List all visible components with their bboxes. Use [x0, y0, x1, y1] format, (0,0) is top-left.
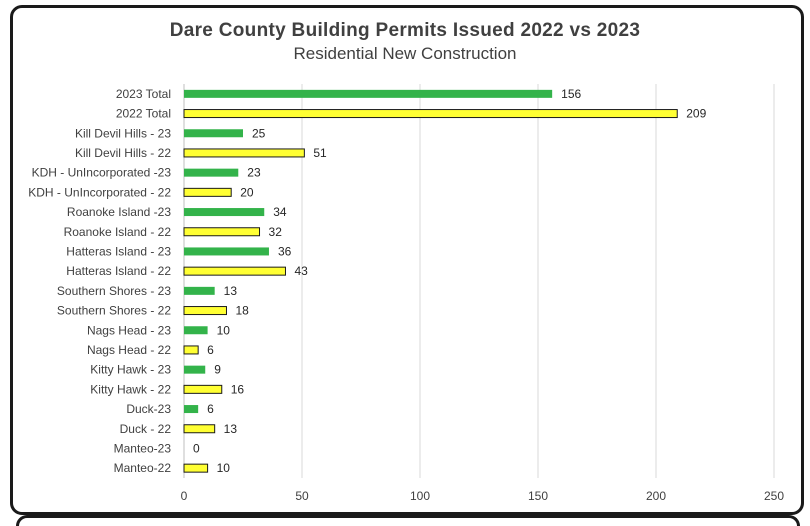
data-label: 36: [278, 244, 292, 258]
data-label: 23: [247, 166, 261, 180]
bar: [183, 345, 199, 355]
data-label: 32: [269, 225, 283, 239]
bar: [184, 365, 206, 374]
bar: [183, 148, 305, 158]
bar: [183, 463, 209, 473]
bar: [183, 306, 227, 316]
data-label: 16: [231, 382, 245, 396]
x-tick-label: 100: [410, 489, 430, 503]
bar: [184, 129, 243, 138]
x-tick-label: 200: [646, 489, 666, 503]
bar: [183, 227, 261, 237]
data-label: 9: [214, 363, 221, 377]
data-label: 43: [294, 264, 308, 278]
category-label: Kill Devil Hills - 22: [75, 146, 171, 160]
category-label: Manteo-22: [114, 461, 172, 475]
data-label: 13: [224, 284, 238, 298]
category-label: Southern Shores - 23: [57, 284, 171, 298]
data-label: 25: [252, 126, 266, 140]
category-label: Duck - 22: [120, 422, 172, 436]
bar: [184, 208, 265, 217]
category-label: Kill Devil Hills - 23: [75, 126, 171, 140]
bar: [183, 109, 678, 119]
bar: [183, 266, 286, 276]
category-label: Manteo-23: [114, 441, 172, 455]
bar: [184, 89, 553, 98]
data-label: 10: [217, 323, 231, 337]
category-label: Roanoke Island - 22: [64, 225, 172, 239]
data-label: 209: [686, 107, 706, 121]
bar: [183, 384, 223, 394]
category-label: Hatteras Island - 22: [66, 264, 171, 278]
data-label: 51: [313, 146, 327, 160]
x-tick-label: 250: [764, 489, 784, 503]
data-label: 34: [273, 205, 287, 219]
bar: [183, 187, 232, 197]
category-label: Nags Head - 23: [87, 323, 171, 337]
x-tick-label: 150: [528, 489, 548, 503]
category-label: KDH - UnIncorporated - 22: [28, 185, 171, 199]
category-label: 2023 Total: [116, 87, 171, 101]
bar: [184, 286, 215, 295]
bar: [184, 168, 239, 177]
chart-title: Dare County Building Permits Issued 2022…: [169, 20, 641, 41]
x-tick-label: 50: [295, 489, 309, 503]
data-label: 0: [193, 441, 200, 455]
data-label: 20: [240, 185, 254, 199]
bar: [183, 424, 216, 434]
data-label: 6: [207, 343, 214, 357]
data-label: 10: [217, 461, 231, 475]
category-label: Roanoke Island -23: [67, 205, 171, 219]
category-label: KDH - UnIncorporated -23: [32, 166, 172, 180]
data-label: 6: [207, 402, 214, 416]
data-label: 18: [235, 304, 249, 318]
bar: [184, 247, 269, 256]
category-label: Kitty Hawk - 23: [90, 363, 171, 377]
category-label: Duck-23: [126, 402, 171, 416]
x-tick-label: 0: [181, 489, 188, 503]
bar: [184, 405, 199, 414]
category-label: Hatteras Island - 23: [66, 244, 171, 258]
category-label: Nags Head - 22: [87, 343, 171, 357]
category-label: Southern Shores - 22: [57, 304, 171, 318]
chart-subtitle: Residential New Construction: [293, 44, 517, 63]
bar: [184, 326, 208, 335]
category-label: Kitty Hawk - 22: [90, 382, 171, 396]
data-label: 156: [561, 87, 581, 101]
data-label: 13: [224, 422, 238, 436]
category-label: 2022 Total: [116, 107, 171, 121]
